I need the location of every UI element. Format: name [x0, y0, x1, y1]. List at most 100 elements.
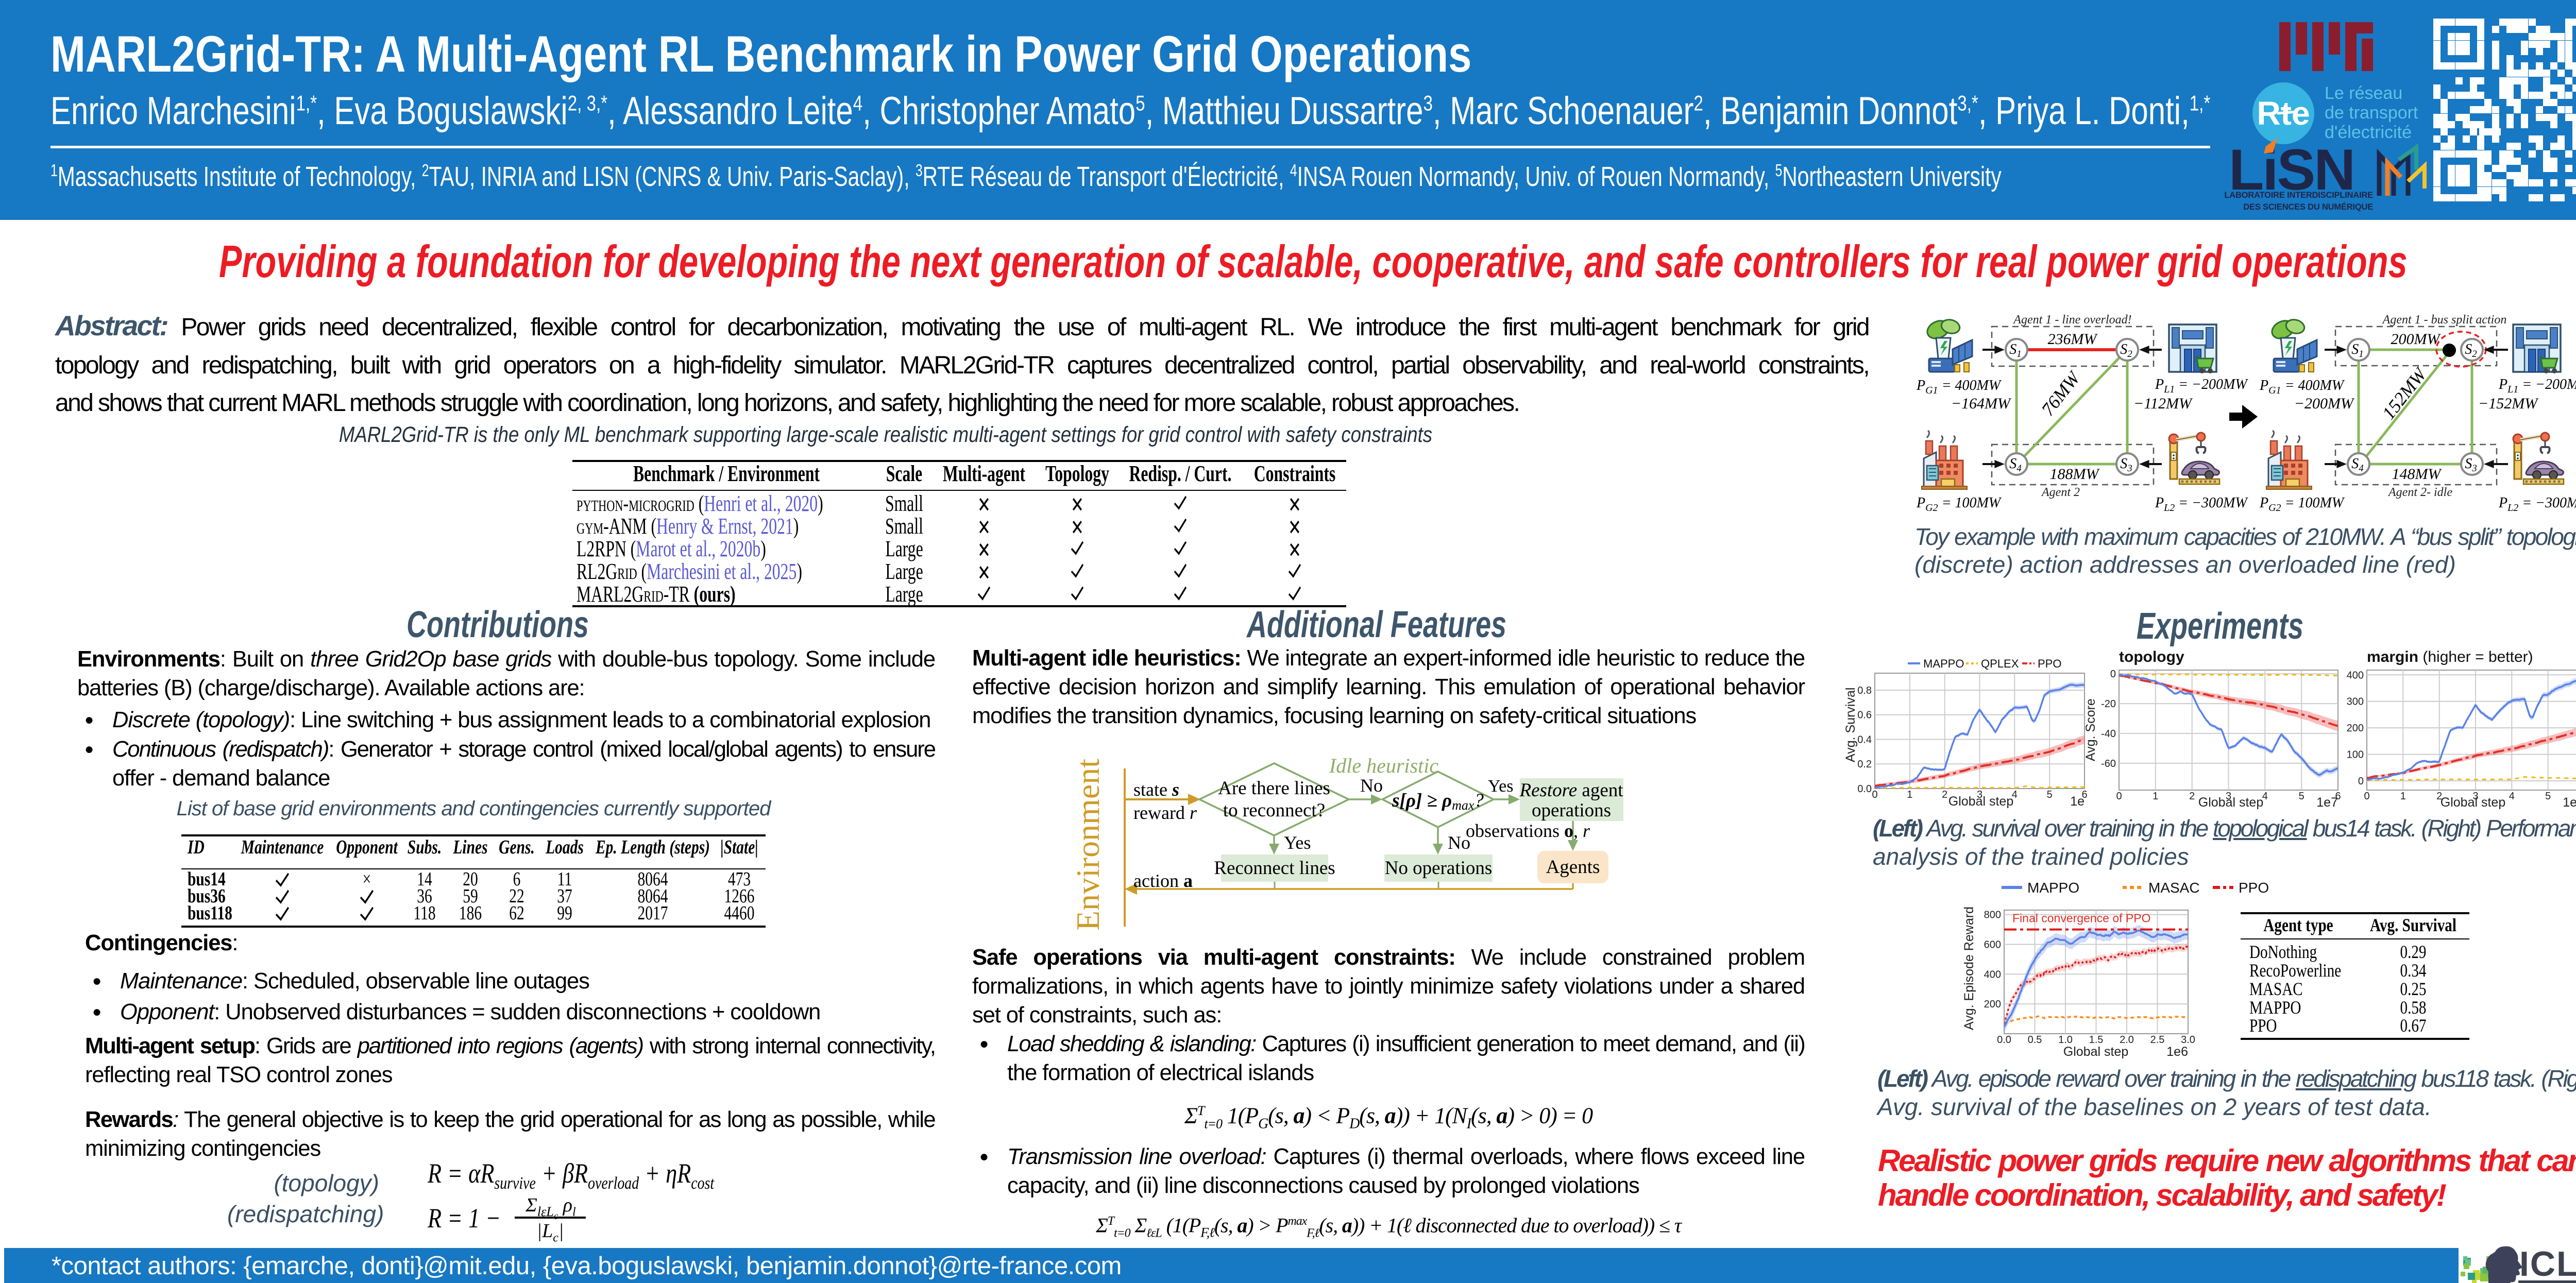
svg-text:Restore agent: Restore agent: [1519, 780, 1623, 801]
svg-text:DES SCIENCES DU NUMÉRIQUE: DES SCIENCES DU NUMÉRIQUE: [2243, 202, 2373, 212]
svg-text:76MW: 76MW: [2037, 367, 2084, 420]
svg-text:0.8: 0.8: [1857, 685, 1872, 696]
svg-text:Reconnect lines: Reconnect lines: [1214, 858, 1335, 879]
svg-text:−112MW: −112MW: [2133, 395, 2193, 412]
svg-text:0: 0: [2358, 776, 2364, 787]
svg-text:topology: topology: [2119, 648, 2184, 665]
svg-text:2.0: 2.0: [2120, 1034, 2134, 1046]
svg-text:Agent 2- idle: Agent 2- idle: [2387, 486, 2452, 499]
svg-text:2.5: 2.5: [2150, 1034, 2165, 1046]
svg-text:-60: -60: [2101, 758, 2116, 769]
svg-text:2: 2: [2436, 791, 2442, 802]
svg-text:600: 600: [1984, 939, 2001, 951]
svg-text:PG1 = 400MW: PG1 = 400MW: [2259, 378, 2345, 396]
svg-text:No: No: [1360, 775, 1383, 796]
svg-text:2: 2: [2189, 791, 2195, 802]
svg-text:Avg. Survival: Avg. Survival: [1843, 688, 1858, 762]
svg-text:PPO: PPO: [2038, 657, 2061, 670]
svg-text:operations: operations: [1532, 800, 1611, 821]
svg-text:observations o, r: observations o, r: [1466, 820, 1590, 841]
svg-text:0.6: 0.6: [1857, 710, 1872, 721]
svg-text:Yes: Yes: [1488, 777, 1513, 796]
svg-text:200: 200: [2347, 723, 2364, 734]
svg-text:0: 0: [1872, 789, 1877, 800]
svg-text:300: 300: [2347, 696, 2364, 708]
svg-text:Global step: Global step: [2063, 1045, 2128, 1059]
svg-text:s[ρ] ≥ ρmax?: s[ρ] ≥ ρmax?: [1392, 790, 1484, 813]
svg-text:MAPPO: MAPPO: [2027, 880, 2079, 896]
svg-text:200: 200: [1984, 999, 2001, 1010]
svg-text:Agents: Agents: [1546, 857, 1600, 878]
svg-text:Agent 2: Agent 2: [2041, 486, 2080, 499]
svg-text:152MW: 152MW: [2378, 363, 2432, 423]
svg-text:Avg. Score: Avg. Score: [2083, 698, 2098, 761]
svg-text:PG1 = 400MW: PG1 = 400MW: [1916, 378, 2002, 396]
svg-text:Idle heuristic: Idle heuristic: [1329, 754, 1438, 777]
svg-text:d'électricité: d'électricité: [2325, 123, 2412, 142]
svg-text:LABORATOIRE INTERDISCIPLINAIRE: LABORATOIRE INTERDISCIPLINAIRE: [2224, 191, 2373, 200]
svg-text:action a: action a: [1133, 870, 1193, 891]
svg-text:400: 400: [1984, 969, 2001, 980]
svg-text:1: 1: [2400, 791, 2406, 802]
svg-text:1e6: 1e6: [2166, 1045, 2188, 1059]
svg-text:reward r: reward r: [1133, 802, 1197, 823]
svg-text:de transport: de transport: [2325, 103, 2418, 123]
svg-text:PL2 = −300MW: PL2 = −300MW: [2498, 495, 2576, 514]
svg-text:PL1 = −200MW: PL1 = −200MW: [2155, 377, 2248, 395]
svg-text:PPO: PPO: [2239, 880, 2269, 896]
svg-text:No operations: No operations: [1385, 858, 1493, 879]
svg-text:0: 0: [2110, 669, 2116, 680]
svg-text:6: 6: [2081, 789, 2087, 800]
svg-text:4: 4: [2509, 791, 2515, 802]
svg-text:236MW: 236MW: [2048, 331, 2098, 348]
svg-text:−152MW: −152MW: [2478, 395, 2539, 412]
svg-text:Global step: Global step: [2441, 795, 2505, 810]
svg-text:0.5: 0.5: [2028, 1034, 2042, 1046]
svg-text:MAPPO: MAPPO: [1923, 657, 1964, 670]
svg-text:S4: S4: [2351, 456, 2364, 474]
svg-text:QPLEX: QPLEX: [1981, 657, 2019, 670]
svg-text:1.5: 1.5: [2089, 1034, 2104, 1046]
svg-text:0: 0: [2116, 791, 2122, 802]
svg-text:Global step: Global step: [2198, 795, 2263, 810]
svg-text:0.0: 0.0: [1997, 1034, 2011, 1046]
svg-text:4: 4: [2012, 789, 2018, 800]
svg-text:6: 6: [2335, 791, 2341, 802]
svg-text:Are there lines: Are there lines: [1218, 778, 1330, 799]
svg-text:PL1 = −200MW: PL1 = −200MW: [2498, 377, 2576, 395]
svg-text:1.0: 1.0: [2058, 1034, 2073, 1046]
svg-text:3: 3: [2226, 791, 2231, 802]
svg-text:200MW: 200MW: [2391, 331, 2442, 348]
svg-text:1e7: 1e7: [2316, 795, 2338, 810]
svg-text:2: 2: [1942, 789, 1947, 800]
svg-text:1e: 1e: [2070, 794, 2084, 809]
svg-text:0.0: 0.0: [1857, 783, 1872, 795]
svg-text:800: 800: [1984, 910, 2001, 921]
svg-text:0: 0: [2364, 791, 2369, 802]
svg-text:-20: -20: [2101, 698, 2116, 710]
svg-text:188MW: 188MW: [2050, 466, 2100, 483]
svg-text:148MW: 148MW: [2392, 466, 2443, 483]
svg-text:margin (higher = better): margin (higher = better): [2367, 648, 2533, 665]
svg-text:Environment: Environment: [1070, 759, 1106, 931]
svg-text:3.0: 3.0: [2181, 1034, 2195, 1046]
svg-text:ICLR: ICLR: [2519, 1244, 2576, 1283]
svg-text:3: 3: [1977, 789, 1982, 800]
svg-text:No: No: [1448, 832, 1470, 853]
svg-text:to reconnect?: to reconnect?: [1223, 800, 1325, 821]
svg-text:1: 1: [2153, 791, 2158, 802]
svg-text:PL2 = −300MW: PL2 = −300MW: [2155, 495, 2248, 514]
svg-text:Agent 1 - line overload!: Agent 1 - line overload!: [2012, 313, 2131, 327]
svg-text:Le réseau: Le réseau: [2325, 83, 2402, 103]
svg-text:5: 5: [2047, 789, 2053, 800]
svg-text:Yes: Yes: [1284, 832, 1311, 853]
svg-text:PG2 = 100MW: PG2 = 100MW: [1916, 495, 2002, 514]
svg-text:−164MW: −164MW: [1951, 395, 2012, 412]
svg-text:−200MW: −200MW: [2294, 395, 2355, 412]
svg-text:PG2 = 100MW: PG2 = 100MW: [2259, 495, 2345, 514]
svg-text:-40: -40: [2101, 728, 2116, 740]
svg-text:400: 400: [2347, 670, 2364, 681]
svg-text:LiSN: LiSN: [2229, 138, 2354, 202]
svg-text:3: 3: [2472, 791, 2478, 802]
svg-text:MASAC: MASAC: [2148, 880, 2200, 896]
